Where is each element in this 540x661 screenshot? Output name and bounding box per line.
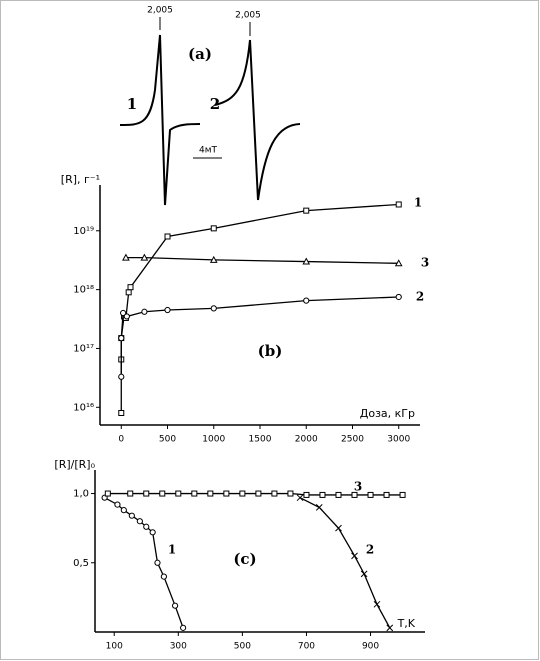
- y-tick-label: 10¹⁸: [73, 285, 94, 296]
- marker: [164, 233, 171, 240]
- x-tick-label: 1500: [249, 435, 272, 445]
- x-axis-label: T,K: [397, 617, 416, 630]
- marker: [383, 491, 390, 498]
- marker: [127, 284, 134, 291]
- marker: [395, 201, 402, 208]
- y-tick-label: 1,0: [73, 489, 89, 500]
- marker: [122, 253, 130, 261]
- marker: [302, 257, 311, 265]
- x-tick-label: 300: [170, 642, 187, 652]
- curve-label: 1: [168, 543, 176, 557]
- marker: [335, 491, 342, 498]
- marker: [125, 289, 132, 296]
- y-tick-label: 10¹⁷: [73, 343, 94, 354]
- marker: [104, 490, 111, 497]
- x-tick-label: 2000: [295, 435, 318, 445]
- marker: [373, 600, 381, 608]
- marker: [127, 490, 134, 497]
- marker: [209, 255, 218, 263]
- marker: [171, 602, 179, 609]
- marker: [335, 524, 342, 532]
- marker: [351, 491, 358, 498]
- curve-label: 2: [210, 95, 220, 113]
- marker: [154, 559, 161, 566]
- marker: [394, 259, 403, 267]
- marker: [210, 305, 217, 312]
- panel-label: (b): [258, 342, 283, 360]
- marker: [367, 491, 374, 498]
- marker: [223, 490, 230, 497]
- marker: [140, 253, 149, 261]
- curve-label: 3: [421, 256, 429, 270]
- marker: [164, 306, 171, 314]
- marker: [123, 313, 130, 320]
- x-tick-label: 500: [234, 642, 251, 652]
- marker: [210, 225, 217, 232]
- marker: [395, 293, 402, 301]
- curve-label: 2: [416, 290, 424, 304]
- marker: [143, 490, 150, 497]
- marker: [143, 523, 150, 530]
- marker: [207, 490, 214, 497]
- marker: [136, 518, 143, 525]
- marker: [386, 624, 394, 632]
- marker: [303, 297, 310, 304]
- x-tick-label: 500: [159, 435, 176, 445]
- y-axis-label: [R], г⁻¹: [61, 173, 100, 186]
- marker: [118, 334, 125, 342]
- x-axis-label: Доза, кГр: [360, 407, 415, 420]
- marker: [315, 504, 323, 511]
- marker: [255, 490, 262, 497]
- marker: [120, 507, 127, 514]
- marker: [128, 512, 135, 519]
- marker: [141, 308, 148, 315]
- marker: [271, 490, 278, 497]
- marker: [287, 490, 294, 497]
- marker: [160, 573, 167, 580]
- marker: [296, 494, 304, 502]
- y-tick-label: 10¹⁹: [73, 226, 94, 237]
- marker: [351, 552, 358, 560]
- y-tick-label: 0,5: [73, 558, 89, 569]
- marker: [120, 309, 127, 317]
- g-factor-label: 2,005: [147, 6, 173, 16]
- x-tick-label: 100: [106, 642, 123, 652]
- panel-label: (a): [188, 45, 212, 63]
- x-tick-label: 2500: [341, 435, 364, 445]
- panel-label: (c): [233, 550, 256, 568]
- marker: [303, 207, 310, 214]
- marker: [180, 624, 187, 631]
- marker: [118, 373, 125, 380]
- marker: [191, 490, 198, 497]
- marker: [159, 490, 166, 497]
- y-tick-label: 10¹⁶: [73, 402, 94, 413]
- x-tick-label: 3000: [387, 435, 410, 445]
- curve-label: 1: [414, 196, 422, 210]
- marker: [399, 491, 406, 498]
- y-axis-label: [R]/[R]₀: [54, 458, 95, 471]
- spectrum-curve: [119, 34, 201, 206]
- curve-label: 1: [127, 95, 137, 113]
- marker: [360, 570, 368, 578]
- g-factor-label: 2,005: [235, 11, 261, 21]
- curve-label: 3: [354, 480, 362, 494]
- marker: [239, 490, 246, 497]
- marker: [175, 490, 182, 497]
- marker: [303, 491, 310, 498]
- x-tick-label: 900: [362, 642, 379, 652]
- scale-label: 4мТ: [199, 146, 218, 156]
- spectrum-curve: [214, 39, 301, 201]
- curve-label: 2: [366, 543, 374, 557]
- x-tick-label: 1000: [202, 435, 225, 445]
- marker: [118, 409, 125, 416]
- marker: [319, 491, 326, 498]
- x-tick-label: 700: [298, 642, 315, 652]
- x-tick-label: 0: [118, 435, 124, 445]
- marker: [114, 501, 121, 508]
- marker: [149, 529, 156, 536]
